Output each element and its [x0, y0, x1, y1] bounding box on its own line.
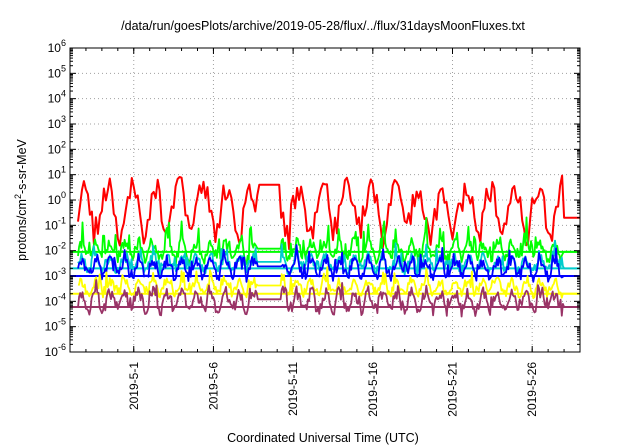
series-line	[77, 216, 580, 265]
y-tick-label-base: 10	[48, 66, 62, 80]
y-tick-label-base: 10	[48, 193, 62, 207]
y-tick-label-exp: 0	[61, 190, 66, 200]
y-tick-label-exp: 1	[61, 165, 66, 175]
series-line	[77, 244, 580, 283]
series-line	[77, 266, 580, 300]
y-axis-label: protons/cm2-s-sr-MeV	[13, 138, 29, 260]
x-tick-label: 2019-5-26	[525, 362, 539, 417]
x-tick-labels: 2019-5-1 2019-5-6 2019-5-11 2019-5-16 2019-5…	[127, 362, 539, 417]
x-tick-label: 2019-5-1	[127, 362, 141, 410]
y-tick-label-base: 10	[48, 41, 62, 55]
y-tick-label-base: 10	[45, 294, 59, 308]
y-tick-label: 10-3	[45, 266, 66, 283]
x-tick-label: 2019-5-16	[366, 362, 380, 417]
y-tick-labels: 10-610-510-410-310-210-11001011021031041…	[45, 38, 66, 359]
y-tick-label-base: 10	[45, 244, 59, 258]
y-tick-label-base: 10	[48, 117, 62, 131]
y-tick-label-base: 10	[45, 345, 59, 359]
x-tick-label: 2019-5-6	[206, 362, 220, 410]
y-tick-label: 103	[48, 114, 66, 131]
y-tick-label-base: 10	[48, 142, 62, 156]
y-tick-label: 10-4	[45, 291, 66, 308]
y-axis-label-sup: 2	[13, 194, 23, 199]
x-tick-label: 2019-5-21	[446, 362, 460, 417]
series-line	[77, 279, 580, 318]
x-axis-label: Coordinated Universal Time (UTC)	[227, 431, 419, 445]
y-tick-label-base: 10	[48, 92, 62, 106]
y-tick-label-exp: -6	[58, 342, 66, 352]
y-tick-label: 105	[48, 63, 66, 80]
y-tick-label: 10-1	[45, 215, 66, 232]
y-tick-label-exp: -4	[58, 291, 66, 301]
y-tick-label-exp: -2	[58, 241, 66, 251]
y-tick-label: 102	[48, 139, 66, 156]
y-tick-label-exp: -5	[58, 317, 66, 327]
series-line	[77, 239, 580, 277]
y-tick-label-exp: 3	[61, 114, 66, 124]
y-axis-label-main: protons/cm	[15, 199, 29, 261]
y-tick-label-base: 10	[45, 269, 59, 283]
y-tick-label: 104	[48, 89, 66, 106]
y-tick-label: 106	[48, 38, 66, 55]
y-tick-label: 10-6	[45, 342, 66, 359]
y-tick-label-exp: -3	[58, 266, 66, 276]
y-tick-label-base: 10	[45, 218, 59, 232]
y-tick-label-exp: 4	[61, 89, 66, 99]
y-tick-label: 10-2	[45, 241, 66, 258]
ticks	[69, 47, 581, 353]
y-tick-label: 101	[48, 165, 66, 182]
y-axis-label-rest: -s-sr-MeV	[15, 138, 29, 194]
y-tick-label: 10-5	[45, 317, 66, 334]
chart-title: /data/run/goesPlots/archive/2019-05-28/f…	[121, 19, 525, 33]
x-tick-label: 2019-5-11	[286, 362, 300, 416]
y-tick-label-exp: 6	[61, 38, 66, 48]
y-tick-label-exp: -1	[58, 215, 66, 225]
y-tick-label-base: 10	[45, 320, 59, 334]
y-tick-label-exp: 5	[61, 63, 66, 73]
series-line	[77, 174, 580, 250]
y-tick-label-base: 10	[48, 168, 62, 182]
series-group	[70, 174, 580, 318]
y-tick-label: 100	[48, 190, 66, 207]
y-tick-label-exp: 2	[61, 139, 66, 149]
